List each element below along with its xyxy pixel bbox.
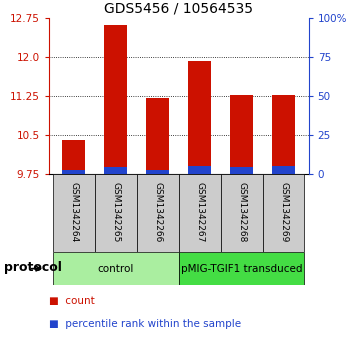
Bar xyxy=(230,95,253,174)
Text: ■  percentile rank within the sample: ■ percentile rank within the sample xyxy=(49,319,241,330)
Bar xyxy=(272,166,295,174)
Bar xyxy=(104,25,127,174)
Bar xyxy=(95,174,137,252)
Text: GSM1342267: GSM1342267 xyxy=(195,182,204,242)
Text: control: control xyxy=(97,264,134,274)
Title: GDS5456 / 10564535: GDS5456 / 10564535 xyxy=(104,1,253,16)
Text: GSM1342264: GSM1342264 xyxy=(69,182,78,242)
Bar xyxy=(104,167,127,174)
Bar xyxy=(146,170,169,174)
Bar xyxy=(188,166,211,174)
Bar xyxy=(53,252,179,285)
Bar xyxy=(179,174,221,252)
Text: protocol: protocol xyxy=(4,261,61,274)
Bar xyxy=(272,95,295,174)
Text: pMIG-TGIF1 transduced: pMIG-TGIF1 transduced xyxy=(181,264,302,274)
Text: GSM1342268: GSM1342268 xyxy=(237,182,246,242)
Bar xyxy=(62,170,86,174)
Text: GSM1342266: GSM1342266 xyxy=(153,182,162,242)
Text: GSM1342265: GSM1342265 xyxy=(111,182,120,242)
Bar xyxy=(62,140,86,174)
Text: GSM1342269: GSM1342269 xyxy=(279,182,288,242)
Bar xyxy=(221,174,262,252)
Bar xyxy=(262,174,304,252)
Bar xyxy=(188,61,211,174)
Text: ■  count: ■ count xyxy=(49,296,95,306)
Bar xyxy=(146,98,169,174)
Bar xyxy=(230,167,253,174)
Bar xyxy=(53,174,95,252)
Bar xyxy=(179,252,304,285)
Bar xyxy=(137,174,179,252)
